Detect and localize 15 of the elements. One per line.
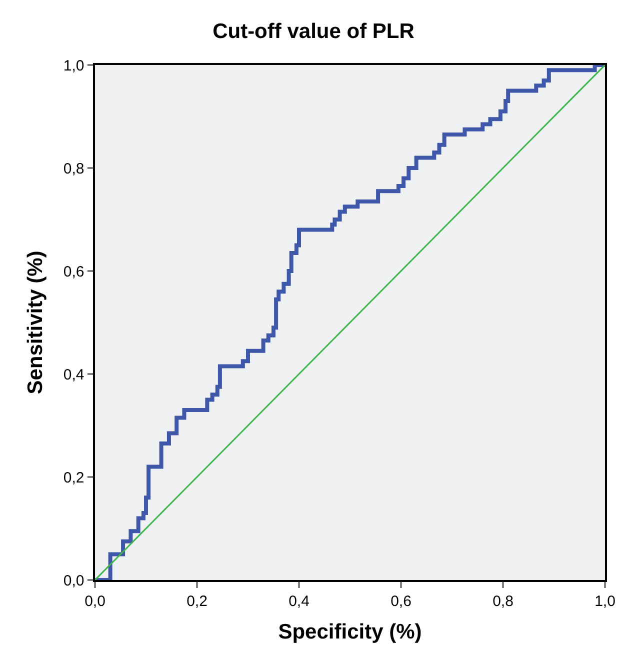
x-tick-label: 0,4	[288, 592, 310, 610]
y-tick-label: 0,2	[63, 469, 84, 486]
x-tick-label: 1,0	[594, 592, 616, 610]
x-tick-label: 0,6	[390, 592, 412, 610]
x-tick-label: 0,2	[186, 592, 208, 610]
y-tick-label: 0,6	[63, 263, 84, 280]
chart-title: Cut-off value of PLR	[212, 20, 414, 43]
y-axis-title: Sensitivity (%)	[24, 250, 48, 394]
x-tick-label: 0,8	[492, 592, 514, 610]
x-tick-label: 0,0	[84, 592, 106, 610]
y-tick-label: 0,4	[63, 366, 84, 384]
y-tick-label: 1,0	[63, 57, 84, 74]
x-axis-title: Specificity (%)	[278, 620, 422, 644]
y-tick-label: 0,8	[63, 160, 84, 178]
y-tick-label: 0,0	[63, 572, 84, 590]
